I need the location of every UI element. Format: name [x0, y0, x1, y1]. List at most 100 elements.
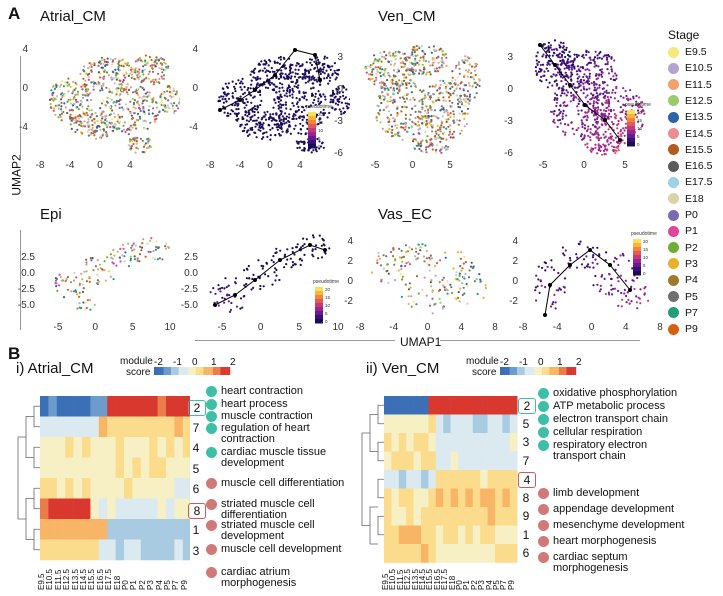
heatmap-cell	[487, 433, 496, 452]
pseudotime-label: pseudotime	[313, 279, 339, 285]
umap-cell-point	[91, 126, 94, 129]
umap-cell-point	[396, 92, 399, 95]
umap-cell-point	[118, 103, 121, 106]
umap-cell-point	[550, 48, 554, 51]
umap-cell-point	[415, 44, 418, 48]
heatmap-cell	[472, 451, 481, 471]
umap-cell-point	[425, 257, 428, 260]
umap-cell-point	[80, 124, 83, 127]
umap-cell-point	[439, 148, 442, 151]
umap-cell-point	[161, 258, 164, 261]
umap-cell-point	[422, 68, 426, 71]
umap-cell-point	[442, 131, 446, 134]
umap-cell-point	[288, 73, 291, 76]
umap-cell-point	[279, 55, 282, 59]
umap-cell-point	[131, 75, 134, 78]
atrial-cm-title: Atrial_CM	[40, 8, 106, 25]
umap-cell-point	[65, 277, 68, 281]
umap-cell-point	[299, 122, 302, 125]
umap-cell-point	[138, 104, 141, 107]
umap-cell-point	[586, 263, 590, 266]
umap-cell-point	[621, 252, 624, 255]
umap-cell-point	[594, 258, 597, 261]
go-term: cardiac septum morphogenesis	[538, 552, 688, 574]
umap-cell-point	[119, 69, 122, 72]
trajectory-node	[233, 293, 237, 297]
umap-cell-point	[118, 83, 121, 86]
umap-y-tick: 0	[22, 83, 28, 94]
umap-cell-point	[469, 76, 472, 79]
umap-cell-point	[129, 257, 132, 260]
umap-cell-point	[592, 106, 595, 109]
umap-y-tick: 2.5	[184, 252, 198, 263]
umap-cell-point	[606, 68, 609, 71]
umap-cell-point	[386, 87, 389, 90]
umap-cell-point	[424, 109, 427, 112]
umap-cell-point	[127, 144, 130, 147]
heatmap-cell	[65, 539, 74, 561]
umap-cell-point	[428, 269, 431, 272]
umap-cell-point	[92, 80, 95, 83]
umap-cell-point	[295, 246, 298, 249]
umap-cell-point	[60, 83, 63, 86]
heatmap-cell	[487, 470, 496, 489]
umap-cell-point	[624, 122, 627, 125]
colorbar-segment	[633, 239, 641, 244]
umap-cell-point	[555, 94, 559, 97]
umap-cell-point	[162, 108, 165, 111]
umap-cell-point	[91, 119, 94, 122]
umap-cell-point	[598, 126, 601, 129]
umap-cell-point	[245, 119, 248, 122]
umap-cell-point	[434, 70, 437, 73]
umap-cell-point	[260, 118, 263, 121]
umap-cell-point	[319, 72, 322, 76]
heatmap-cell	[480, 470, 488, 489]
umap-cell-point	[575, 96, 578, 99]
heatmap-cell	[140, 396, 150, 417]
umap-cell-point	[609, 132, 612, 135]
umap-cell-point	[146, 138, 149, 141]
umap-cell-point	[292, 117, 295, 120]
umap-y-tick: -4	[189, 122, 198, 133]
stage-legend-label: E12.5	[685, 94, 713, 107]
umap-cell-point	[553, 110, 556, 113]
umap-cell-point	[587, 110, 590, 113]
heatmap-cell	[182, 416, 190, 438]
umap-cell-point	[268, 58, 271, 62]
umap-cell-point	[317, 97, 320, 100]
umap-cell-point	[228, 294, 231, 297]
umap-cell-point	[274, 267, 277, 270]
umap-cell-point	[219, 290, 222, 293]
umap-cell-point	[280, 104, 283, 107]
heatmap-cell	[157, 539, 167, 561]
umap-cell-point	[298, 99, 301, 102]
colorbar-segment	[315, 315, 323, 320]
heatmap-cell	[107, 498, 116, 520]
umap-cell-point	[297, 132, 300, 135]
umap-cell-point	[586, 82, 590, 85]
umap-cell-point	[605, 89, 608, 92]
umap-cell-point	[252, 273, 255, 276]
heatmap-cell	[502, 470, 511, 489]
umap-cell-point	[85, 263, 88, 266]
umap-cell-point	[243, 126, 246, 129]
umap-cell-point	[249, 73, 252, 76]
umap-cell-point	[402, 79, 406, 82]
umap-cell-point	[561, 50, 564, 53]
umap-cell-point	[426, 71, 429, 74]
umap-cell-point	[412, 62, 415, 65]
umap-cell-point	[616, 146, 619, 149]
heatmap-cell	[73, 416, 83, 438]
umap-cell-point	[541, 44, 545, 47]
umap-cell-point	[579, 66, 582, 69]
umap-cell-point	[604, 135, 607, 138]
umap-cell-point	[131, 98, 134, 101]
umap-cell-point	[376, 259, 379, 262]
umap-cell-point	[545, 67, 548, 70]
heatmap-cell	[421, 525, 429, 545]
umap-cell-point	[72, 80, 75, 83]
umap-cell-point	[582, 116, 585, 119]
umap-cell-point	[545, 78, 548, 82]
